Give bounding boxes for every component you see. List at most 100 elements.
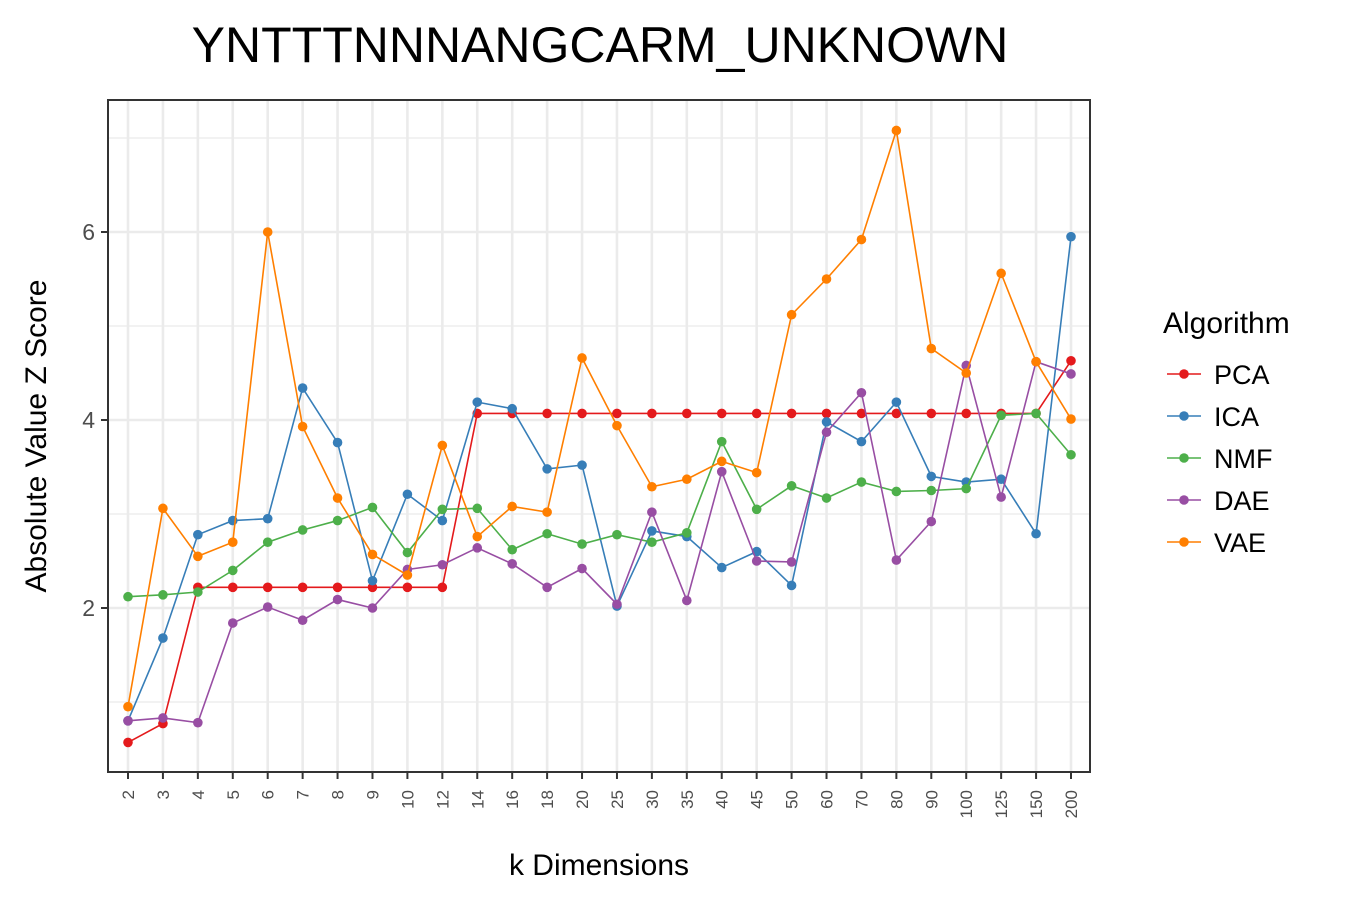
- data-point: [786, 309, 797, 320]
- data-point: [367, 502, 378, 513]
- x-tick-label: 16: [503, 790, 522, 809]
- data-point: [647, 408, 657, 419]
- data-point: [367, 603, 378, 613]
- data-point: [786, 481, 797, 491]
- data-point: [332, 582, 343, 593]
- data-point: [821, 274, 832, 284]
- data-point: [577, 353, 587, 363]
- y-tick-label: 6: [82, 219, 95, 245]
- data-point: [1066, 414, 1076, 424]
- x-tick-label: 90: [922, 790, 941, 809]
- data-point: [891, 397, 902, 407]
- data-point: [297, 383, 308, 393]
- legend-label: ICA: [1214, 402, 1259, 432]
- data-point: [227, 618, 238, 628]
- legend-key-point: [1179, 495, 1189, 505]
- data-point: [926, 408, 937, 419]
- series-pca: [123, 355, 1076, 748]
- x-tick-label: 9: [363, 790, 382, 799]
- data-point: [856, 477, 867, 487]
- legend-item-pca: PCA: [1167, 360, 1270, 390]
- x-tick-label: 3: [154, 790, 173, 799]
- data-point: [716, 456, 727, 467]
- data-point: [297, 525, 308, 535]
- data-point: [1031, 408, 1041, 419]
- data-point: [507, 544, 517, 555]
- x-tick-label: 150: [1027, 790, 1046, 818]
- data-point: [891, 125, 902, 136]
- data-point: [647, 481, 657, 492]
- data-point: [647, 526, 657, 536]
- x-tick-label: 10: [398, 790, 417, 809]
- legend-items: PCA ICA NMF DAE VAE: [1167, 360, 1272, 558]
- data-point: [437, 504, 448, 515]
- x-tick-label: 80: [887, 790, 906, 809]
- series-line-vae: [127, 130, 1072, 707]
- data-point: [123, 716, 133, 726]
- series-line-pca: [127, 360, 1072, 744]
- data-point: [437, 440, 448, 451]
- series-nmf: [123, 408, 1076, 602]
- data-point: [786, 408, 797, 419]
- data-point: [542, 582, 552, 593]
- data-point: [332, 515, 343, 526]
- legend-title: Algorithm: [1163, 307, 1290, 340]
- legend-key-point: [1179, 537, 1189, 547]
- data-point: [402, 570, 413, 580]
- data-point: [507, 501, 517, 512]
- data-point: [437, 559, 448, 570]
- chart-title: YNTTTNNNANGCARM_UNKNOWN: [192, 17, 1009, 73]
- x-tick-label: 25: [608, 790, 627, 809]
- data-point: [472, 531, 483, 542]
- data-point: [158, 633, 168, 643]
- legend-label: DAE: [1214, 486, 1270, 516]
- data-point: [926, 343, 937, 354]
- data-point: [926, 471, 937, 482]
- data-point: [332, 493, 343, 503]
- legend-item-vae: VAE: [1167, 528, 1266, 558]
- data-point: [367, 582, 378, 593]
- data-point: [542, 507, 552, 517]
- data-point: [297, 421, 308, 432]
- data-point: [402, 547, 413, 558]
- x-tick-label: 200: [1062, 790, 1081, 818]
- data-point: [821, 417, 832, 427]
- legend-item-nmf: NMF: [1167, 444, 1272, 474]
- data-point: [262, 602, 273, 612]
- series-line-dae: [127, 360, 1072, 724]
- x-tick-label: 125: [992, 790, 1011, 818]
- data-point: [751, 467, 762, 478]
- data-point: [961, 368, 972, 378]
- data-point: [716, 562, 727, 573]
- data-point: [612, 599, 622, 610]
- data-point: [612, 529, 622, 540]
- legend: Algorithm PCA ICA NMF DAE VAE: [1163, 307, 1290, 558]
- data-point: [1066, 231, 1076, 242]
- data-point: [682, 595, 692, 606]
- x-tick-label: 20: [573, 790, 592, 809]
- data-point: [193, 587, 203, 597]
- data-point: [227, 537, 238, 547]
- data-point: [961, 408, 972, 419]
- data-point: [996, 410, 1006, 421]
- data-point: [542, 528, 552, 539]
- data-point: [647, 507, 657, 517]
- data-point: [367, 575, 378, 586]
- data-point: [472, 503, 483, 514]
- data-point: [1031, 356, 1041, 367]
- data-point: [891, 555, 902, 565]
- series-dae: [123, 356, 1076, 728]
- x-tick-label: 5: [224, 790, 243, 799]
- data-point: [612, 408, 622, 419]
- series-line-nmf: [127, 412, 1072, 598]
- x-tick-label: 14: [468, 790, 487, 809]
- series-layer: [123, 125, 1076, 748]
- data-point: [856, 408, 867, 419]
- data-point: [856, 234, 867, 245]
- data-point: [1031, 528, 1041, 539]
- data-point: [612, 420, 622, 431]
- data-point: [123, 591, 133, 602]
